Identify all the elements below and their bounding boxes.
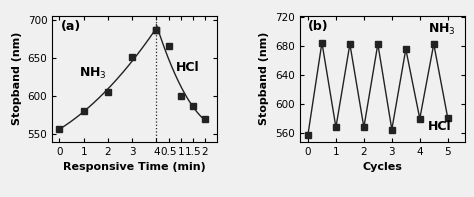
Y-axis label: Stopband (nm): Stopband (nm) [12,32,22,125]
Text: (b): (b) [308,20,328,33]
Text: HCl: HCl [176,61,200,74]
Text: HCl: HCl [428,120,452,133]
Text: (a): (a) [60,20,81,33]
Y-axis label: Stopband (nm): Stopband (nm) [259,32,269,125]
Text: NH$_3$: NH$_3$ [428,22,456,37]
X-axis label: Responsive Time (min): Responsive Time (min) [63,162,206,172]
X-axis label: Cycles: Cycles [362,162,402,172]
Text: NH$_3$: NH$_3$ [79,66,106,81]
